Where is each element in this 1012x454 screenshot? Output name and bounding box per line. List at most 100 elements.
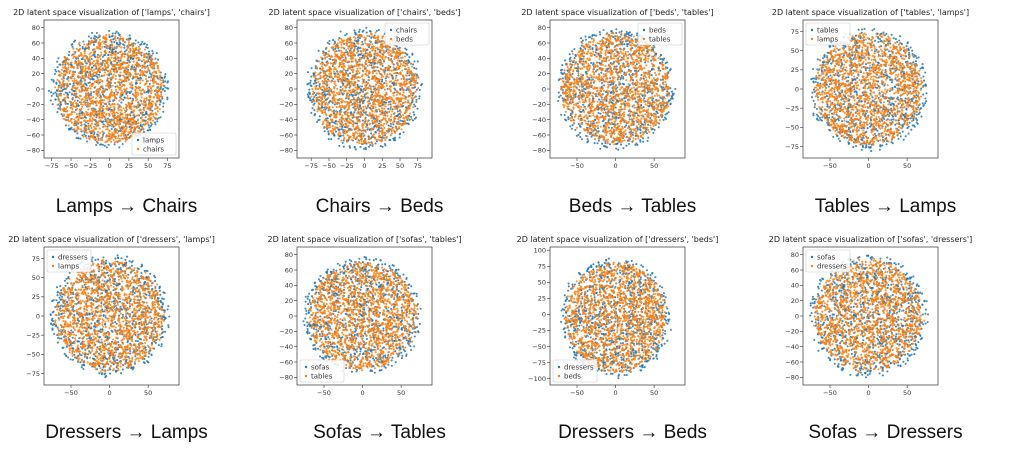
series-b-point	[80, 90, 83, 93]
series-a-point	[56, 111, 59, 114]
series-a-point	[114, 85, 117, 88]
series-b-point	[116, 81, 120, 84]
series-b-point	[371, 109, 374, 112]
series-b-point	[410, 118, 413, 121]
series-b-point	[389, 73, 392, 76]
series-b-point	[326, 124, 329, 127]
x-tick-label: −25	[83, 162, 97, 170]
series-b-point	[359, 85, 362, 88]
series-a-point	[116, 37, 119, 40]
series-b-point	[403, 83, 406, 86]
series-b-point	[96, 94, 99, 97]
series-b-point	[61, 81, 64, 84]
series-b-point	[118, 86, 121, 89]
series-b-point	[91, 109, 94, 112]
series-b-point	[131, 123, 134, 126]
series-b-point	[355, 99, 358, 102]
series-b-point	[319, 74, 322, 77]
series-b-point	[84, 130, 88, 133]
series-b-point	[361, 126, 364, 129]
series-b-point	[131, 99, 134, 102]
series-b-point	[139, 53, 142, 56]
series-a-point	[405, 106, 408, 109]
legend-label: beds	[396, 35, 413, 43]
series-a-point	[373, 57, 376, 60]
series-a-point	[93, 55, 96, 58]
series-b-point	[338, 118, 341, 121]
series-b-point	[388, 54, 391, 57]
series-b-point	[334, 84, 338, 87]
series-b-point	[140, 96, 143, 99]
series-a-point	[101, 121, 104, 124]
series-b-point	[113, 65, 116, 68]
series-a-point	[123, 96, 126, 99]
series-a-point	[125, 92, 128, 95]
series-b-point	[378, 86, 381, 89]
series-b-point	[359, 134, 362, 137]
y-tick-label: −60	[26, 131, 40, 139]
series-b-point	[338, 113, 341, 116]
series-b-point	[395, 82, 398, 85]
series-b-point	[374, 137, 377, 140]
series-b-point	[140, 89, 143, 92]
series-b-point	[139, 99, 142, 102]
series-b-point	[374, 37, 377, 40]
series-b-point	[60, 89, 63, 92]
series-b-point	[375, 138, 378, 142]
series-b-point	[384, 113, 387, 116]
series-b-point	[87, 76, 90, 79]
series-b-point	[415, 77, 418, 80]
series-b-point	[382, 124, 385, 127]
series-b-point	[340, 89, 344, 92]
series-b-point	[104, 95, 107, 98]
series-a-point	[49, 99, 52, 102]
series-a-point	[412, 111, 415, 114]
series-b-point	[351, 60, 354, 63]
series-a-point	[115, 30, 118, 33]
series-a-point	[79, 65, 82, 68]
series-b-point	[152, 79, 155, 82]
series-b-point	[88, 64, 91, 67]
series-b-point	[375, 69, 378, 72]
series-b-point	[346, 134, 349, 137]
series-b-point	[67, 113, 70, 117]
series-a-point	[158, 103, 161, 106]
series-b-point	[374, 65, 377, 69]
series-b-point	[320, 65, 323, 68]
series-b-point	[322, 52, 325, 55]
series-b-point	[393, 117, 396, 120]
series-a-point	[317, 49, 320, 52]
series-b-point	[400, 77, 403, 81]
series-b-point	[85, 112, 89, 115]
series-a-point	[120, 101, 123, 104]
series-b-point	[137, 51, 140, 54]
series-b-point	[389, 115, 392, 118]
series-b-point	[104, 116, 107, 119]
series-b-point	[118, 83, 121, 86]
series-b-point	[360, 138, 363, 141]
series-b-point	[131, 64, 134, 67]
series-b-point	[113, 106, 116, 109]
series-a-point	[310, 111, 313, 114]
series-b-point	[332, 95, 335, 98]
series-b-point	[62, 117, 65, 120]
series-b-point	[358, 71, 361, 75]
series-b-point	[121, 62, 124, 65]
series-b-point	[375, 115, 378, 118]
series-b-point	[347, 64, 350, 68]
series-b-point	[392, 92, 395, 95]
x-tick-label: −50	[64, 162, 78, 170]
series-b-point	[383, 126, 386, 129]
series-b-point	[91, 49, 94, 52]
series-b-point	[99, 116, 102, 119]
series-a-point	[358, 30, 361, 33]
series-b-point	[372, 47, 375, 50]
series-b-point	[84, 79, 87, 82]
series-b-point	[137, 65, 140, 68]
series-b-point	[104, 38, 107, 41]
series-b-point	[149, 106, 152, 109]
series-b-point	[129, 86, 132, 89]
series-b-point	[84, 76, 87, 79]
series-b-point	[62, 108, 65, 111]
series-b-point	[104, 71, 107, 74]
